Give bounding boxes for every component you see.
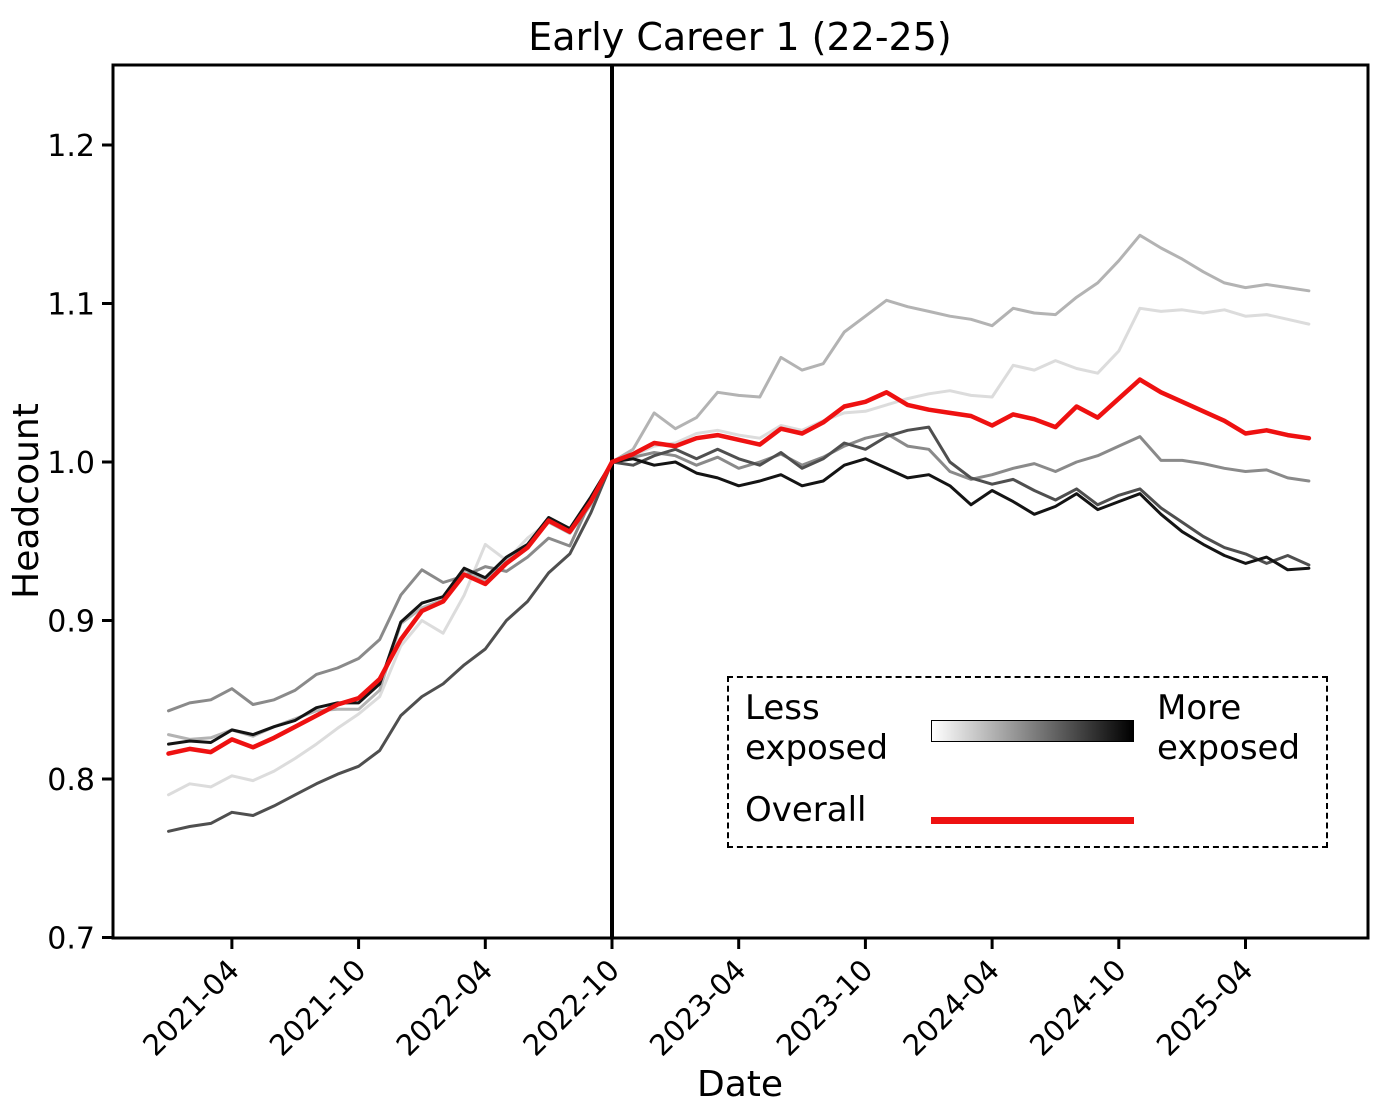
legend-overall-line-sample: [931, 817, 1134, 824]
x-axis-ticks: 2021-04 2021-10 2022-04 2022-10 2023-04 2023-…: [136, 938, 1259, 1063]
x-tick-label: 2022-10: [516, 953, 626, 1063]
legend: Less exposed More exposed Overall: [727, 676, 1328, 848]
y-axis-label: Headcount: [6, 403, 47, 599]
x-axis-label: Date: [697, 1064, 783, 1105]
x-tick-label: 2024-10: [1023, 953, 1133, 1063]
exposure-gradient-bar: [931, 720, 1134, 742]
plot-border: [111, 63, 1370, 940]
x-tick-label: 2023-10: [770, 953, 880, 1063]
x-tick-label: 2023-04: [643, 953, 753, 1063]
y-tick-label: 0.9: [47, 605, 95, 640]
legend-less-exposed-label: Less exposed: [745, 688, 889, 768]
data-series: [166, 233, 1312, 833]
y-tick-label: 1.0: [47, 446, 95, 481]
y-tick-label: 0.8: [47, 763, 95, 798]
y-tick-label: 1.1: [47, 288, 95, 323]
x-tick-label: 2022-04: [390, 953, 500, 1063]
series-line-exposure-quintile-5-most-exposed: [167, 457, 1311, 746]
series-line-exposure-quintile-3: [167, 432, 1311, 713]
legend-more-exposed-label: More exposed: [1157, 688, 1301, 768]
x-tick-label: 2024-04: [896, 953, 1006, 1063]
chart-title: Early Career 1 (22-25): [528, 15, 951, 59]
y-axis-ticks: 0.7 0.8 0.9 1.0 1.1 1.2: [47, 129, 113, 957]
x-tick-label: 2021-04: [136, 953, 246, 1063]
y-tick-label: 0.7: [47, 922, 95, 957]
series-line-exposure-quintile-1-least-exposed: [167, 306, 1311, 797]
y-tick-label: 1.2: [47, 129, 95, 164]
x-tick-label: 2021-10: [263, 953, 373, 1063]
series-line-exposure-quintile-2: [167, 233, 1311, 741]
legend-overall-label: Overall: [745, 790, 867, 830]
x-tick-label: 2025-04: [1150, 953, 1260, 1063]
series-line-overall: [166, 377, 1312, 756]
series-line-exposure-quintile-4: [167, 425, 1311, 833]
